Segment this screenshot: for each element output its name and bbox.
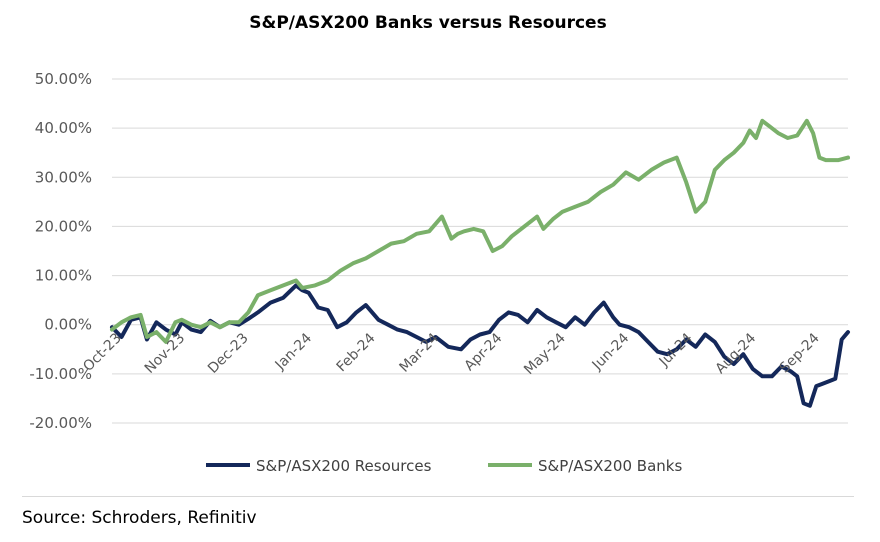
- x-tick-label: Oct-23: [80, 330, 125, 375]
- x-tick-label: May-24: [521, 330, 569, 378]
- x-tick-label: Jul-24: [656, 330, 696, 370]
- y-tick-label: 50.00%: [35, 70, 92, 88]
- line-chart: S&P/ASX200 Banks versus Resources -20.00…: [29, 13, 850, 475]
- x-tick-label: Dec-23: [205, 330, 252, 377]
- y-tick-label: 10.00%: [35, 267, 92, 285]
- x-tick-label: Jan-24: [272, 330, 316, 374]
- series-line-banks: [110, 118, 850, 344]
- x-tick-label: Jun-24: [589, 330, 633, 374]
- legend: S&P/ASX200 Resources S&P/ASX200 Banks: [206, 457, 682, 475]
- y-tick-label: 40.00%: [35, 119, 92, 137]
- series-lines: [110, 118, 850, 408]
- legend-label-banks: S&P/ASX200 Banks: [538, 457, 682, 475]
- y-tick-label: 30.00%: [35, 168, 92, 186]
- divider: [22, 496, 854, 497]
- y-axis-ticks: -20.00% -10.00% 0.00% 10.00% 20.00% 30.00% 40.…: [29, 70, 92, 432]
- x-tick-label: Apr-24: [462, 330, 506, 374]
- y-tick-label: -10.00%: [29, 365, 92, 383]
- chart-title: S&P/ASX200 Banks versus Resources: [249, 13, 606, 33]
- x-tick-label: Sep-24: [777, 330, 823, 376]
- x-tick-label: Feb-24: [334, 330, 379, 375]
- y-tick-label: -20.00%: [29, 414, 92, 432]
- gridlines: [112, 78, 848, 424]
- y-tick-label: 20.00%: [35, 217, 92, 235]
- legend-label-resources: S&P/ASX200 Resources: [256, 457, 432, 475]
- y-tick-label: 0.00%: [44, 316, 92, 334]
- source-note: Source: Schroders, Refinitiv: [22, 508, 257, 528]
